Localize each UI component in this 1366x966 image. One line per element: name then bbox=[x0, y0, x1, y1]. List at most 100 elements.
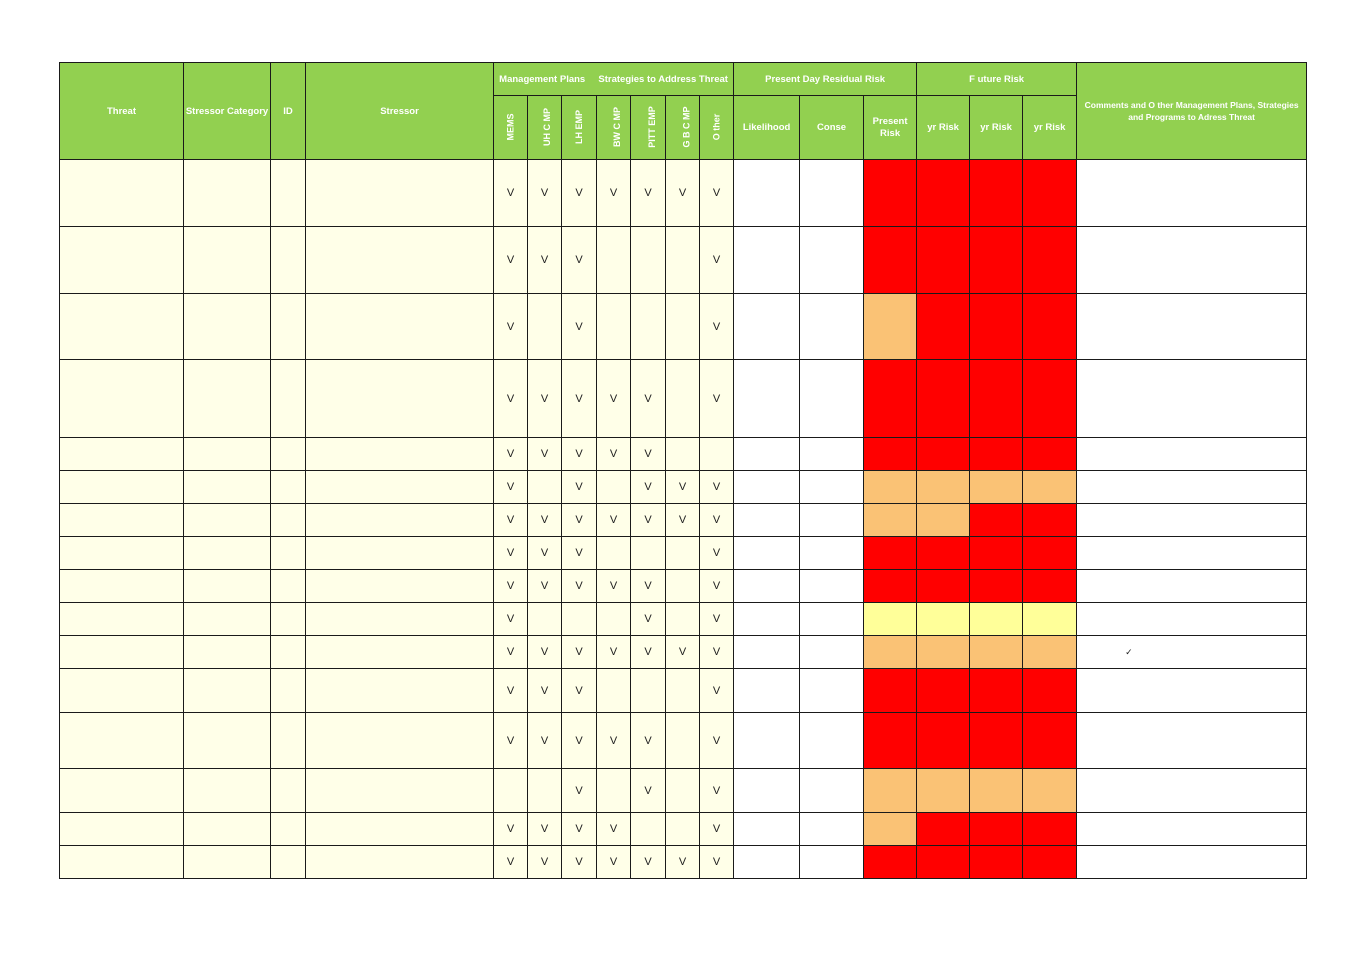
plan-mark-cell: V bbox=[596, 159, 631, 227]
plan-mark-cell: V bbox=[698, 503, 735, 537]
future-risk-cell bbox=[916, 359, 971, 438]
plan-mark-cell: V bbox=[596, 845, 631, 879]
stressor-cell bbox=[305, 812, 494, 846]
future-risk-cell bbox=[916, 437, 971, 471]
stressor-cell bbox=[305, 536, 494, 570]
consequence-cell bbox=[799, 768, 865, 813]
table-row: V V V V V V V ✓ bbox=[59, 635, 1308, 669]
present-risk-cell bbox=[863, 503, 918, 537]
comment-cell bbox=[1076, 602, 1308, 636]
future-risk-cell bbox=[969, 437, 1024, 471]
future-risk-cell bbox=[1022, 159, 1078, 227]
plan-mark-cell: V bbox=[630, 503, 666, 537]
plan-mark-cell bbox=[665, 437, 700, 471]
stressor-cell bbox=[305, 768, 494, 813]
plan-mark-cell: V bbox=[561, 536, 597, 570]
id-cell bbox=[270, 602, 306, 636]
threat-cell bbox=[59, 226, 184, 294]
present-risk-cell bbox=[863, 635, 918, 669]
future-risk-cell bbox=[1022, 635, 1078, 669]
plan-mark-cell: V bbox=[596, 569, 631, 603]
present-risk-cell bbox=[863, 602, 918, 636]
plan-mark-cell: V bbox=[527, 668, 562, 713]
stressor-category-cell bbox=[183, 503, 271, 537]
plan-mark-cell bbox=[665, 293, 700, 360]
present-risk-cell bbox=[863, 569, 918, 603]
likelihood-cell bbox=[733, 536, 801, 570]
stressor-cell bbox=[305, 359, 494, 438]
stressor-category-cell bbox=[183, 536, 271, 570]
plan-mark-cell bbox=[665, 569, 700, 603]
plan-mark-cell: V bbox=[561, 437, 597, 471]
plan-mark-cell: V bbox=[561, 470, 597, 504]
id-cell bbox=[270, 536, 306, 570]
plan-mark-cell bbox=[665, 812, 700, 846]
plan-mark-cell: V bbox=[527, 812, 562, 846]
likelihood-cell bbox=[733, 768, 801, 813]
threat-cell bbox=[59, 845, 184, 879]
stressor-cell bbox=[305, 668, 494, 713]
plan-mark-cell: V bbox=[698, 812, 735, 846]
future-risk-col-2-header: yr Risk bbox=[969, 95, 1024, 160]
plan-mark-cell: V bbox=[493, 226, 528, 294]
stressor-category-cell bbox=[183, 635, 271, 669]
present-risk-cell bbox=[863, 712, 918, 769]
plan-mark-cell: V bbox=[493, 536, 528, 570]
likelihood-cell bbox=[733, 437, 801, 471]
stressor-category-cell bbox=[183, 668, 271, 713]
future-risk-cell bbox=[969, 812, 1024, 846]
plan-mark-cell bbox=[665, 668, 700, 713]
future-risk-cell bbox=[1022, 359, 1078, 438]
likelihood-cell bbox=[733, 359, 801, 438]
likelihood-cell bbox=[733, 226, 801, 294]
plan-mark-cell bbox=[630, 812, 666, 846]
threat-cell bbox=[59, 768, 184, 813]
plan-mark-cell: V bbox=[596, 712, 631, 769]
id-cell bbox=[270, 293, 306, 360]
consequence-cell bbox=[799, 845, 865, 879]
plan-mark-cell: V bbox=[630, 569, 666, 603]
plan-mark-cell bbox=[527, 602, 562, 636]
plan-mark-cell: V bbox=[630, 470, 666, 504]
plan-mark-cell: V bbox=[596, 437, 631, 471]
threat-cell bbox=[59, 712, 184, 769]
likelihood-cell bbox=[733, 293, 801, 360]
consequence-cell bbox=[799, 812, 865, 846]
present-risk-cell bbox=[863, 668, 918, 713]
plan-mark-cell bbox=[698, 437, 735, 471]
present-risk-cell bbox=[863, 536, 918, 570]
plan-mark-cell: V bbox=[630, 768, 666, 813]
id-cell bbox=[270, 712, 306, 769]
stressor-category-cell bbox=[183, 159, 271, 227]
id-cell bbox=[270, 503, 306, 537]
plan-mark-cell bbox=[630, 226, 666, 294]
future-risk-cell bbox=[916, 602, 971, 636]
future-risk-header: F uture Risk bbox=[916, 62, 1078, 96]
threat-header: Threat bbox=[59, 62, 184, 160]
likelihood-cell bbox=[733, 569, 801, 603]
comment-cell bbox=[1076, 536, 1308, 570]
threat-cell bbox=[59, 470, 184, 504]
id-cell bbox=[270, 226, 306, 294]
plan-mark-cell bbox=[630, 293, 666, 360]
consequence-cell bbox=[799, 293, 865, 360]
plan-mark-cell: V bbox=[698, 602, 735, 636]
future-risk-cell bbox=[969, 635, 1024, 669]
future-risk-cell bbox=[969, 768, 1024, 813]
plan-mark-cell bbox=[665, 602, 700, 636]
consequence-cell bbox=[799, 569, 865, 603]
plan-mark-cell: V bbox=[630, 159, 666, 227]
plan-mark-cell: V bbox=[493, 293, 528, 360]
consequence-cell bbox=[799, 359, 865, 438]
present-risk-cell bbox=[863, 226, 918, 294]
stressor-category-cell bbox=[183, 359, 271, 438]
likelihood-cell bbox=[733, 635, 801, 669]
likelihood-cell bbox=[733, 845, 801, 879]
future-risk-cell bbox=[916, 470, 971, 504]
